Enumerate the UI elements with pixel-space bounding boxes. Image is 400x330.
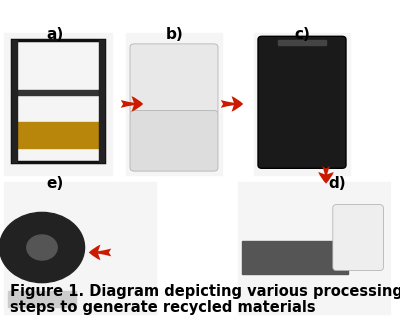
FancyBboxPatch shape [258, 36, 346, 168]
Circle shape [0, 213, 84, 282]
Text: a): a) [46, 27, 63, 42]
FancyBboxPatch shape [333, 205, 383, 271]
Bar [8, 291, 76, 307]
Bar [4, 33, 112, 175]
Text: d): d) [328, 176, 346, 191]
Text: b): b) [166, 27, 184, 42]
Text: Figure 1. Diagram depicting various processing: Figure 1. Diagram depicting various proc… [10, 284, 400, 299]
Bar [238, 182, 390, 314]
FancyBboxPatch shape [130, 44, 218, 115]
Bar [12, 89, 104, 94]
Bar [4, 182, 156, 314]
Bar [12, 40, 104, 162]
Bar [242, 241, 348, 274]
Bar [16, 122, 100, 148]
Text: c): c) [294, 27, 310, 42]
Text: e): e) [46, 176, 63, 191]
Bar [126, 33, 222, 175]
Bar [99, 40, 104, 162]
Bar [278, 40, 326, 45]
Circle shape [27, 235, 57, 260]
Bar [254, 33, 350, 175]
Bar [12, 40, 17, 162]
FancyBboxPatch shape [130, 111, 218, 171]
Text: steps to generate recycled materials: steps to generate recycled materials [10, 300, 316, 315]
